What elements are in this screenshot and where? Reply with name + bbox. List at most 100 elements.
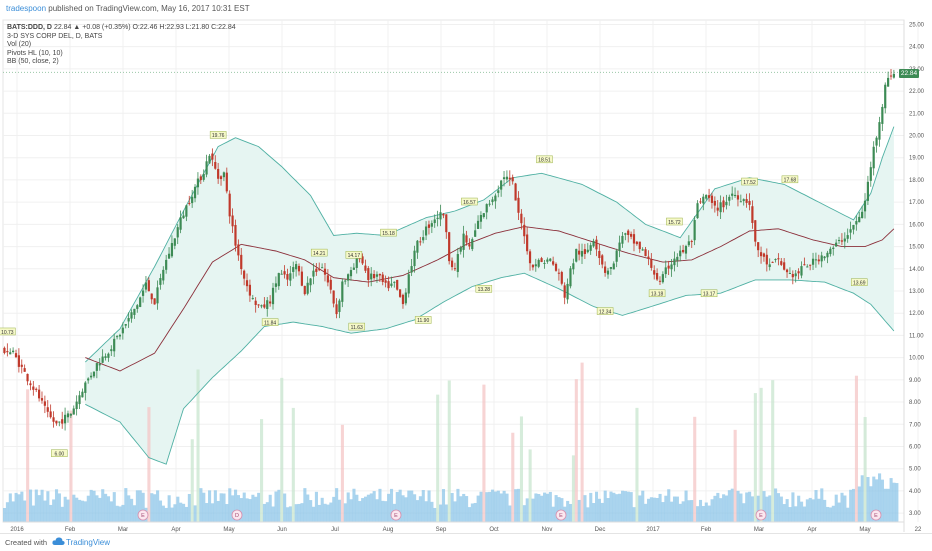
candle-body xyxy=(809,264,812,266)
candle-body xyxy=(23,368,26,372)
volume-bar xyxy=(323,503,327,522)
volume-bar xyxy=(291,407,295,522)
volume-bar xyxy=(681,501,685,522)
chart-legend: BATS:DDD, D 22.84 ▲ +0.08 (+0.35%) O:22.… xyxy=(7,24,236,67)
candle-body xyxy=(372,274,376,279)
volume-bar xyxy=(106,496,111,522)
volume-bar xyxy=(28,489,33,522)
pivot-label-box xyxy=(700,289,718,298)
y-tick-label: 20.00 xyxy=(909,134,925,140)
volume-bar xyxy=(78,499,82,522)
candle-body xyxy=(858,216,861,223)
candle-body xyxy=(869,167,872,181)
candle-body xyxy=(245,280,249,287)
volume-bar xyxy=(623,491,627,522)
volume-bar xyxy=(843,495,847,522)
candle-body xyxy=(589,245,592,251)
volume-bar xyxy=(615,494,619,522)
candle-body xyxy=(251,298,254,300)
candle-body xyxy=(274,283,277,287)
volume-bar xyxy=(606,498,610,522)
volume-bar xyxy=(387,493,391,522)
volume-bar xyxy=(531,498,535,522)
volume-bar xyxy=(545,493,549,522)
volume-bar xyxy=(5,502,9,522)
volume-bar xyxy=(239,498,243,522)
candle-body xyxy=(430,223,433,227)
candle-body xyxy=(658,280,662,282)
candle-body xyxy=(829,248,832,255)
volume-bar xyxy=(34,489,38,522)
candle-body xyxy=(725,201,728,206)
candle-body xyxy=(580,251,584,257)
volume-bar xyxy=(216,500,220,522)
volume-bar xyxy=(337,499,342,522)
volume-bar xyxy=(869,486,873,522)
volume-bar xyxy=(283,493,287,522)
volume-bar xyxy=(779,496,783,522)
volume-bar xyxy=(644,503,648,522)
volume-bar xyxy=(467,507,472,522)
volume-bar xyxy=(231,495,235,522)
candle-body xyxy=(835,242,838,247)
candle-body xyxy=(393,281,396,283)
price-chart[interactable]: 10.73 6.00 19.76 11.84 14.21 14.17 11.63 15.18 1… xyxy=(0,0,932,533)
volume-bar xyxy=(311,506,316,522)
volume-bar xyxy=(450,492,454,522)
volume-bar xyxy=(849,489,853,522)
volume-bar xyxy=(161,505,165,522)
pivot-label: 13.69 xyxy=(853,280,866,286)
volume-bar xyxy=(173,504,177,522)
candle-body xyxy=(196,178,200,188)
volume-bar xyxy=(112,492,116,522)
candle-body xyxy=(887,77,890,87)
candle-body xyxy=(352,267,355,270)
volume-bar xyxy=(470,503,474,522)
volume-bar xyxy=(618,493,622,522)
candle-body xyxy=(583,249,586,255)
volume-bar xyxy=(57,493,61,522)
candle-body xyxy=(113,338,116,352)
candle-body xyxy=(361,256,364,264)
volume-bar xyxy=(664,495,668,522)
volume-bar xyxy=(716,492,720,522)
volume-bar xyxy=(595,491,599,522)
candle-body xyxy=(679,250,682,257)
pivot-label-box xyxy=(209,131,227,139)
volume-bar xyxy=(476,495,480,522)
volume-bar xyxy=(852,488,856,522)
candle-body xyxy=(667,265,670,269)
volume-bar xyxy=(109,501,113,522)
pivot-label: 15.18 xyxy=(382,231,395,237)
volume-bar xyxy=(245,498,249,522)
x-tick-label: Jun xyxy=(277,527,287,533)
x-tick-label: Aug xyxy=(383,527,394,533)
candle-body xyxy=(237,244,240,256)
volume-bar xyxy=(335,488,339,522)
y-tick-label: 8.00 xyxy=(909,400,921,406)
volume-bar xyxy=(782,504,786,522)
symbol-label[interactable]: BATS:DDD, D xyxy=(7,24,52,31)
indicator-volume[interactable]: Vol (20) xyxy=(7,41,32,49)
candle-body xyxy=(543,262,546,264)
volume-bar xyxy=(236,495,241,522)
volume-bar xyxy=(424,501,428,522)
volume-bar xyxy=(750,496,755,522)
volume-bar xyxy=(228,488,232,522)
candle-body xyxy=(733,194,737,197)
volume-bar xyxy=(658,493,662,522)
tradingview-link[interactable]: TradingView xyxy=(66,538,111,547)
y-tick-label: 7.00 xyxy=(909,422,921,428)
candle-body xyxy=(875,137,878,146)
volume-bar xyxy=(762,491,766,522)
indicator-pivots[interactable]: Pivots HL (10, 10) xyxy=(7,49,63,57)
candle-body xyxy=(419,241,422,243)
indicator-bollinger[interactable]: BB (50, close, 2) xyxy=(7,58,59,66)
publisher-link[interactable]: tradespoon xyxy=(6,4,47,13)
volume-bar xyxy=(785,499,789,522)
volume-bar xyxy=(543,492,547,522)
candle-body xyxy=(115,336,119,338)
volume-bar xyxy=(797,495,801,522)
volume-bar xyxy=(646,498,651,522)
y-tick-label: 22.00 xyxy=(909,89,925,95)
